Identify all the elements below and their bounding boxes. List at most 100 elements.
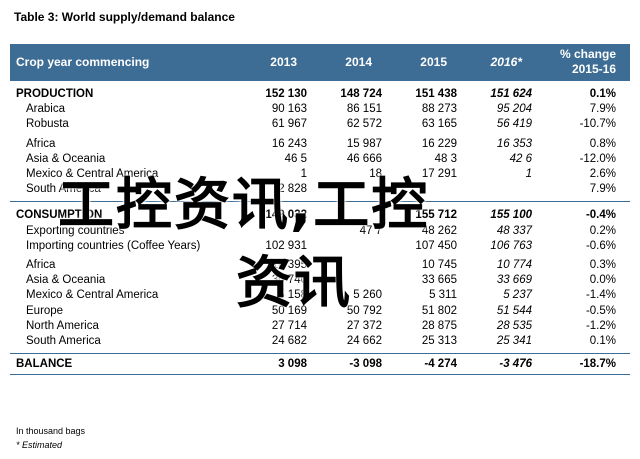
value-2015: 48 262 xyxy=(421,224,457,237)
value-2014 xyxy=(319,182,394,197)
estimated-note: * Estimated xyxy=(16,440,63,450)
value-2014: 148 724 xyxy=(319,79,394,102)
table-row: South America 24 682 24 662 25 313 25 341 0.1… xyxy=(10,333,630,348)
header-year-2014: 2014 xyxy=(345,54,372,69)
change-pct: -18.7% xyxy=(544,352,630,375)
value-2015: 16 229 xyxy=(421,137,457,150)
value-2015: 33 665 xyxy=(421,274,457,287)
value-2016: 1 xyxy=(525,168,532,181)
value-2013: 46 5 xyxy=(284,152,307,165)
table-row: Asia & Oceania 46 5 46 666 48 3 42 6 -12.0% xyxy=(10,151,630,166)
row-label: Robusta xyxy=(26,118,69,131)
value-2015: 28 875 xyxy=(421,319,457,332)
value-2013: 3 098 xyxy=(244,352,319,375)
header-label: Crop year commencing xyxy=(16,54,150,69)
change-pct: -1.2% xyxy=(585,319,616,332)
table-row: Exporting countries 47 7 48 262 48 337 0.2% xyxy=(10,223,630,238)
change-pct: 0.3% xyxy=(589,258,616,271)
value-2014: 18 xyxy=(369,168,382,181)
section-row-production: PRODUCTION 152 130 148 724 151 438 151 624 0.… xyxy=(10,79,630,102)
change-pct: -0.6% xyxy=(585,239,616,252)
value-2014: 5 260 xyxy=(353,289,382,302)
value-2016: 155 100 xyxy=(469,200,544,223)
header-change-line2: 2015-16 xyxy=(571,61,616,76)
table-notes: In thousand bags * Estimated xyxy=(16,424,85,452)
value-2013: 61 967 xyxy=(271,118,307,131)
value-2016: 42 6 xyxy=(509,152,532,165)
value-2014 xyxy=(319,273,394,288)
row-label: PRODUCTION xyxy=(10,79,244,102)
change-pct: 0.1% xyxy=(589,334,616,347)
table-row: Mexico & Central America 5 158 5 260 5 311 5… xyxy=(10,288,630,303)
row-label: Asia & Oceania xyxy=(26,274,106,287)
change-pct: 0.0% xyxy=(589,274,616,287)
value-2016: 151 624 xyxy=(469,79,544,102)
value-2013: 24 682 xyxy=(271,334,307,347)
value-2015: 107 450 xyxy=(415,239,457,252)
value-2013: 27 714 xyxy=(271,319,307,332)
table-row: Africa 10 395 10 745 10 774 0.3% xyxy=(10,257,630,272)
header-change-line1: % change xyxy=(559,46,616,61)
value-2014: 27 372 xyxy=(346,319,382,332)
change-pct: 0.2% xyxy=(589,224,616,237)
value-2015: 88 273 xyxy=(421,103,457,116)
value-2014: 62 572 xyxy=(346,118,382,131)
change-pct: 7.9% xyxy=(589,103,616,116)
value-2013: 90 163 xyxy=(271,103,307,116)
table-title: Table 3: World supply/demand balance xyxy=(14,10,235,24)
value-2015: 17 291 xyxy=(421,168,457,181)
row-label: Africa xyxy=(26,137,56,150)
value-2015: 25 313 xyxy=(421,334,457,347)
header-row: Crop year commencing 2013 2014 2015 2016… xyxy=(10,44,630,80)
value-2014 xyxy=(319,200,394,223)
row-label: BALANCE xyxy=(10,352,244,375)
value-2015 xyxy=(394,182,469,197)
value-2013: 102 931 xyxy=(265,239,307,252)
value-2016: 48 337 xyxy=(496,224,532,237)
table-row: Africa 16 243 15 987 16 229 16 353 0.8% xyxy=(10,136,630,151)
value-2015: 155 712 xyxy=(394,200,469,223)
supply-demand-table: Crop year commencing 2013 2014 2015 2016… xyxy=(10,44,630,375)
value-2014: 46 666 xyxy=(346,152,382,165)
value-2013: 50 169 xyxy=(271,304,307,317)
table-body: PRODUCTION 152 130 148 724 151 438 151 624 0.… xyxy=(10,79,630,375)
change-pct: 7.9% xyxy=(589,183,616,196)
value-2014: 47 7 xyxy=(359,224,382,237)
unit-note: In thousand bags xyxy=(16,426,86,436)
value-2014: 50 792 xyxy=(346,304,382,317)
value-2015: 48 3 xyxy=(434,152,457,165)
value-2013: 30 740 xyxy=(271,274,307,287)
value-2016: 106 763 xyxy=(490,239,532,252)
value-2014: 86 151 xyxy=(346,103,382,116)
change-pct: -0.4% xyxy=(544,200,630,223)
value-2014: 15 987 xyxy=(346,137,382,150)
change-pct: 2.6% xyxy=(589,168,616,181)
table-row: Robusta 61 967 62 572 63 165 56 419 -10.7% xyxy=(10,117,630,132)
change-pct: 0.8% xyxy=(589,137,616,150)
value-2013: 149 032 xyxy=(244,200,319,223)
row-label: Arabica xyxy=(26,103,65,116)
value-2016: 10 774 xyxy=(496,258,532,271)
row-label: Mexico & Central America xyxy=(26,289,159,302)
table-row: Arabica 90 163 86 151 88 273 95 204 7.9% xyxy=(10,102,630,117)
header-change: % change 2015-16 xyxy=(544,44,630,80)
header-year-2013: 2013 xyxy=(270,54,297,69)
value-2013: 1 xyxy=(300,168,307,181)
section-row-consumption: CONSUMPTION 149 032 155 712 155 100 -0.4% xyxy=(10,200,630,223)
value-2013 xyxy=(244,223,319,238)
value-2016: -3 476 xyxy=(469,352,544,375)
value-2016: 33 669 xyxy=(496,274,532,287)
change-pct: -0.5% xyxy=(585,304,616,317)
value-2016: 5 237 xyxy=(503,289,532,302)
value-2013: 10 395 xyxy=(271,258,307,271)
change-pct: -10.7% xyxy=(579,118,616,131)
value-2016: 56 419 xyxy=(496,118,532,131)
balance-row: BALANCE 3 098 -3 098 -4 274 -3 476 -18.7% xyxy=(10,352,630,375)
value-2015: 51 802 xyxy=(421,304,457,317)
value-2016: 16 353 xyxy=(496,137,532,150)
table-row: North America 27 714 27 372 28 875 28 535 -1.… xyxy=(10,318,630,333)
header-year-2016: 2016* xyxy=(490,54,522,69)
row-label: Europe xyxy=(26,304,64,317)
value-2016: 95 204 xyxy=(496,103,532,116)
row-label: South America xyxy=(26,334,101,347)
